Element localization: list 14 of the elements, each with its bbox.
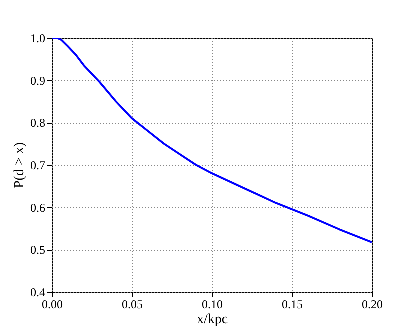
y-tick-label: 1.0: [30, 32, 46, 46]
y-tick-label: 0.7: [30, 158, 46, 172]
y-tick-label: 0.8: [30, 116, 46, 130]
x-tick-label: 0.15: [282, 298, 303, 312]
x-tick-label: 0.05: [122, 298, 143, 312]
y-tick-label: 0.6: [30, 200, 46, 215]
y-tick-label: 0.5: [30, 243, 46, 258]
x-tick-label: 0.20: [362, 298, 383, 312]
x-tick-label: 0.00: [42, 298, 63, 312]
y-tick-label: 0.4: [30, 286, 46, 300]
y-tick-label: 0.9: [30, 74, 46, 88]
x-tick-label: 0.10: [202, 298, 223, 312]
x-axis-title: x/kpc: [196, 312, 228, 328]
y-axis-title: P(d > x): [12, 142, 28, 189]
